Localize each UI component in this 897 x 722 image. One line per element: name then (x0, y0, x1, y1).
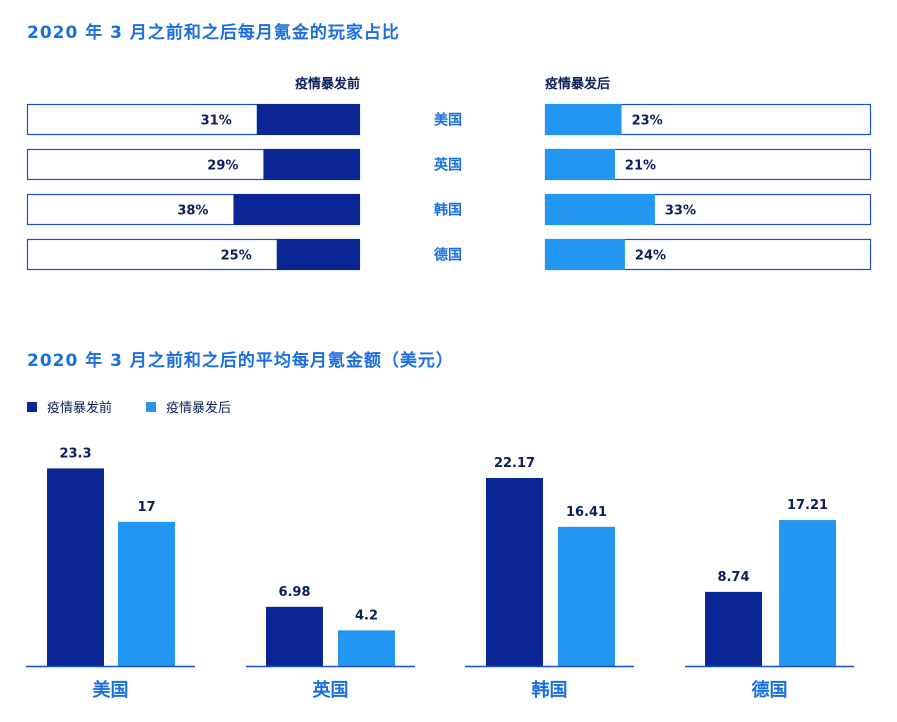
bar-before (486, 477, 543, 666)
label-after: 24% (635, 249, 666, 264)
bar-after (558, 526, 615, 666)
legend: 疫情暴发前 疫情暴发后 (27, 397, 265, 416)
category-label: 德国 (752, 679, 788, 701)
category-label: 英国 (312, 679, 349, 701)
legend-label-after: 疫情暴发后 (166, 401, 232, 416)
after-header: 疫情暴发后 (545, 77, 611, 92)
label-before: 25% (221, 249, 252, 264)
value-label-before: 8.74 (717, 570, 749, 585)
category-label: 德国 (434, 247, 462, 264)
legend-swatch-after (146, 401, 157, 412)
value-label-before: 6.98 (278, 585, 310, 600)
bar-after (118, 521, 175, 666)
bar-before (47, 468, 104, 666)
legend-label-before: 疫情暴发前 (47, 401, 113, 416)
value-label-before: 22.17 (494, 456, 535, 471)
label-after: 21% (625, 159, 656, 174)
category-label: 美国 (93, 679, 129, 701)
category-label: 英国 (433, 157, 462, 174)
before-header: 疫情暴发前 (294, 77, 360, 92)
value-label-after: 17 (137, 500, 155, 515)
label-before: 29% (207, 159, 238, 174)
bar-after (545, 239, 625, 270)
chart-title-spend: 2020 年 3 月之前和之后的平均每月氪金额（美元） (27, 351, 454, 371)
legend-swatch-before (27, 401, 37, 412)
value-label-after: 17.21 (787, 498, 828, 513)
bar-before (263, 149, 360, 180)
bar-after (545, 104, 622, 135)
category-label: 韩国 (532, 679, 568, 701)
bar-after (779, 520, 836, 666)
chart-title-share: 2020 年 3 月之前和之后每月氪金的玩家占比 (27, 23, 400, 43)
label-before: 38% (177, 204, 208, 219)
bar-after (545, 194, 655, 225)
label-after: 23% (632, 114, 663, 129)
bar-before (266, 606, 323, 666)
label-after: 33% (665, 204, 696, 219)
bar-before (233, 194, 360, 225)
category-label: 韩国 (434, 202, 462, 219)
share-chart: 31% 美国 23% 29% 英国 21% 38% 韩国 33% 25% 德国 24% (26, 103, 872, 271)
bar-before (276, 239, 360, 270)
legend-item-after: 疫情暴发后 (146, 397, 231, 416)
bar-before (705, 591, 762, 666)
label-before: 31% (201, 114, 232, 129)
value-label-after: 4.2 (355, 608, 378, 623)
bar-after (338, 630, 395, 666)
legend-item-before: 疫情暴发前 (27, 397, 112, 416)
bar-after (545, 149, 615, 180)
bar-before (256, 104, 360, 135)
value-label-after: 16.41 (566, 505, 607, 520)
category-label: 美国 (434, 112, 462, 129)
value-label-before: 23.3 (59, 446, 91, 461)
